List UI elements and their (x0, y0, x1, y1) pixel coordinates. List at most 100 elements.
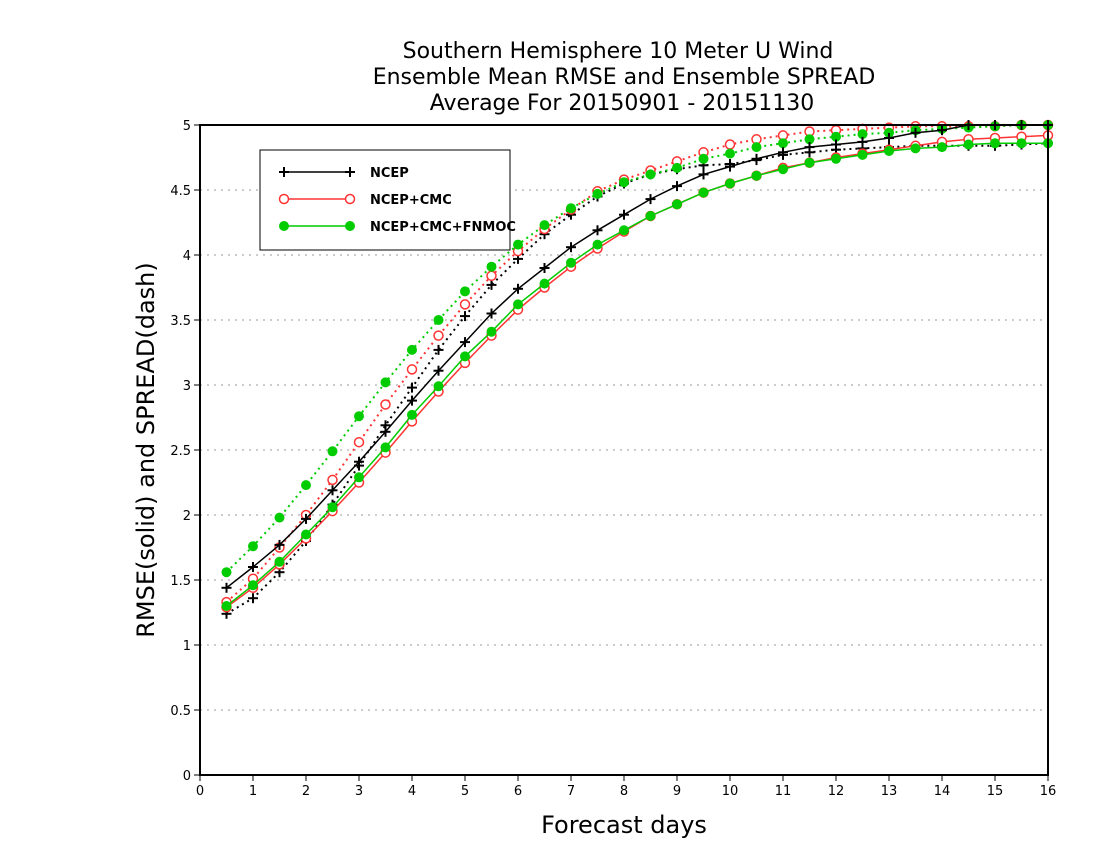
y-tick-label: 2.5 (170, 444, 191, 459)
data-point (592, 188, 603, 199)
data-point (327, 474, 338, 486)
y-tick-label: 1.5 (170, 574, 191, 589)
data-point (778, 138, 788, 149)
data-point (672, 181, 682, 192)
data-point (698, 187, 709, 198)
data-point (884, 133, 894, 143)
data-point (778, 147, 788, 158)
data-point (539, 278, 550, 289)
x-tick-label: 13 (881, 784, 898, 799)
data-point (857, 136, 868, 147)
data-point (248, 580, 258, 591)
data-point (539, 263, 550, 273)
legend-marker (279, 221, 289, 231)
data-point (433, 365, 444, 376)
legend-entry: NCEP (279, 166, 409, 181)
data-point (354, 411, 364, 422)
y-tick-label: 2 (183, 509, 191, 524)
x-tick-label: 4 (408, 784, 416, 799)
legend-label: NCEP (370, 166, 409, 181)
legend-marker (278, 193, 290, 205)
data-point (406, 364, 418, 375)
data-point (698, 153, 709, 164)
data-point (513, 299, 523, 310)
data-point (221, 601, 232, 611)
y-tick-label: 0 (183, 769, 191, 784)
y-tick-label: 4 (183, 249, 191, 264)
data-point (460, 351, 470, 362)
x-tick-label: 9 (673, 784, 681, 799)
x-tick-label: 0 (196, 784, 204, 799)
x-tick-label: 10 (722, 784, 739, 799)
data-point (910, 143, 921, 154)
title-line-3: Average For 20150901 - 20151130 (430, 91, 815, 116)
data-point (645, 169, 656, 180)
legend: NCEP NCEP+CMC NCEP+CMC+FNMOC (259, 149, 516, 251)
data-point (486, 326, 497, 337)
y-tick-label: 0.5 (170, 704, 191, 719)
data-point (857, 149, 868, 160)
grid-lines (200, 189, 1048, 711)
data-point (672, 199, 682, 210)
data-point (380, 442, 391, 453)
data-point (778, 164, 788, 175)
data-point (486, 308, 497, 319)
data-point (486, 261, 497, 272)
data-point (804, 157, 815, 168)
axis-ticks: 00.511.522.533.544.550 1 2 3 4 5 6 7 8 9 10 11 12 13 1… (170, 119, 1056, 799)
data-point (698, 169, 709, 180)
y-axis-label: RMSE(solid) and SPREAD(dash) (132, 262, 160, 638)
x-tick-label: 14 (934, 784, 951, 799)
data-point (407, 395, 417, 406)
data-point (248, 562, 258, 572)
y-tick-label: 1 (183, 639, 191, 654)
title-line-1: Southern Hemisphere 10 Meter U Wind (403, 39, 834, 64)
data-point (513, 239, 523, 250)
data-point (592, 239, 603, 250)
data-point (327, 485, 338, 496)
data-point (910, 127, 921, 138)
data-point (751, 170, 762, 181)
data-point (433, 344, 444, 355)
chart-title: Southern Hemisphere 10 Meter U Wind Ense… (373, 39, 876, 116)
data-point (486, 279, 497, 290)
data-point (327, 502, 338, 513)
data-point (433, 315, 444, 325)
y-tick-label: 3 (183, 379, 191, 394)
legend-label: NCEP+CMC (370, 193, 452, 208)
legend-entry: NCEP+CMC+FNMOC (279, 220, 516, 235)
x-tick-label: 3 (355, 784, 363, 799)
data-point (407, 409, 417, 420)
data-point (566, 203, 576, 214)
data-point (963, 139, 974, 150)
data-point (751, 142, 762, 153)
data-point (274, 512, 285, 523)
data-point (433, 381, 444, 392)
data-point (937, 125, 947, 136)
legend-box (259, 149, 511, 251)
data-point (725, 161, 735, 172)
data-point (380, 426, 391, 437)
x-tick-label: 11 (775, 784, 792, 799)
data-point (831, 153, 841, 164)
data-point (566, 257, 576, 268)
data-point (990, 138, 1000, 149)
data-point (672, 162, 682, 173)
data-point (566, 242, 576, 253)
y-tick-label: 5 (183, 119, 191, 134)
data-point (301, 480, 311, 491)
data-point (1016, 138, 1027, 149)
series-line (225, 124, 1048, 573)
x-tick-label: 16 (1040, 784, 1057, 799)
data-point (937, 142, 947, 153)
x-tick-label: 15 (987, 784, 1004, 799)
title-line-2: Ensemble Mean RMSE and Ensemble SPREAD (373, 65, 876, 90)
data-point (619, 225, 629, 236)
data-point (301, 529, 311, 540)
legend-marker (345, 167, 355, 177)
data-point (619, 209, 629, 220)
data-point (645, 194, 656, 205)
x-tick-label: 7 (567, 784, 575, 799)
